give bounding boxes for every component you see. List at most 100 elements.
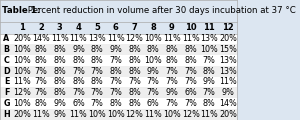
- Text: 10%: 10%: [14, 45, 31, 54]
- Text: 8%: 8%: [91, 45, 103, 54]
- Bar: [0, 77, 237, 87]
- Bar: [0, 87, 237, 98]
- Text: 13%: 13%: [219, 56, 237, 65]
- Text: 15%: 15%: [219, 45, 237, 54]
- Text: Table 1:: Table 1:: [2, 6, 40, 15]
- Text: 8: 8: [150, 23, 156, 32]
- Text: 7%: 7%: [128, 78, 141, 87]
- Text: 13%: 13%: [200, 34, 218, 43]
- Text: 7%: 7%: [35, 88, 47, 97]
- Text: 8%: 8%: [128, 56, 141, 65]
- Text: 6%: 6%: [72, 99, 85, 108]
- Bar: [0, 55, 237, 66]
- Text: 7%: 7%: [35, 78, 47, 87]
- Text: 11%: 11%: [51, 34, 69, 43]
- Text: 20%: 20%: [14, 110, 31, 119]
- Text: 7%: 7%: [184, 78, 197, 87]
- Text: 8%: 8%: [110, 67, 122, 76]
- Text: 10%: 10%: [200, 45, 218, 54]
- Text: 11%: 11%: [107, 34, 125, 43]
- Text: 11%: 11%: [70, 110, 87, 119]
- Text: 14%: 14%: [219, 99, 237, 108]
- Text: 7%: 7%: [203, 88, 216, 97]
- Text: 10%: 10%: [144, 34, 162, 43]
- Text: 8%: 8%: [203, 67, 216, 76]
- Text: 11: 11: [203, 23, 215, 32]
- Text: 11%: 11%: [200, 110, 218, 119]
- Text: 8%: 8%: [128, 67, 141, 76]
- Text: 8%: 8%: [72, 78, 85, 87]
- Text: 7: 7: [132, 23, 137, 32]
- Text: 8%: 8%: [72, 56, 85, 65]
- Text: 11%: 11%: [70, 34, 87, 43]
- Text: 11%: 11%: [219, 78, 237, 87]
- Text: 11%: 11%: [163, 34, 181, 43]
- Text: 7%: 7%: [35, 67, 47, 76]
- Text: 9%: 9%: [53, 99, 66, 108]
- Text: 1: 1: [20, 23, 25, 32]
- Text: 13%: 13%: [219, 67, 237, 76]
- Text: 6%: 6%: [147, 99, 160, 108]
- Text: 7%: 7%: [91, 88, 103, 97]
- Text: 10%: 10%: [14, 56, 31, 65]
- Text: 13%: 13%: [88, 34, 106, 43]
- Text: 12%: 12%: [126, 110, 143, 119]
- Text: 10%: 10%: [163, 110, 181, 119]
- Text: 12%: 12%: [126, 34, 143, 43]
- Text: Percent reduction in volume after 30 days incubation at 37 °C: Percent reduction in volume after 30 day…: [25, 6, 296, 15]
- Text: 8%: 8%: [166, 56, 178, 65]
- Text: B: B: [4, 45, 10, 54]
- Text: 8%: 8%: [203, 99, 216, 108]
- Text: A: A: [3, 34, 10, 43]
- Text: 10%: 10%: [14, 67, 31, 76]
- Text: 7%: 7%: [166, 78, 178, 87]
- Text: 9%: 9%: [166, 88, 178, 97]
- Text: 8%: 8%: [53, 45, 66, 54]
- Text: 8%: 8%: [91, 56, 103, 65]
- Text: 8%: 8%: [53, 88, 66, 97]
- Text: 12%: 12%: [182, 110, 200, 119]
- Text: 10%: 10%: [88, 110, 106, 119]
- Text: 20%: 20%: [14, 34, 31, 43]
- Text: D: D: [3, 67, 10, 76]
- Text: 7%: 7%: [184, 67, 197, 76]
- Text: 8%: 8%: [128, 45, 141, 54]
- Text: 8%: 8%: [166, 45, 178, 54]
- Text: 9%: 9%: [53, 110, 66, 119]
- Text: 4: 4: [76, 23, 81, 32]
- Text: 8%: 8%: [184, 45, 197, 54]
- Bar: [0, 44, 237, 55]
- Bar: [0, 66, 237, 77]
- Text: 11%: 11%: [182, 34, 200, 43]
- Text: 10: 10: [185, 23, 197, 32]
- Text: 8%: 8%: [128, 88, 141, 97]
- Text: 9%: 9%: [110, 45, 122, 54]
- Text: 8%: 8%: [35, 45, 47, 54]
- Text: 9%: 9%: [203, 78, 216, 87]
- Text: 8%: 8%: [35, 99, 47, 108]
- Text: 7%: 7%: [91, 99, 103, 108]
- Text: G: G: [3, 99, 10, 108]
- Text: 8%: 8%: [35, 56, 47, 65]
- Text: 11%: 11%: [32, 110, 50, 119]
- Text: 8%: 8%: [147, 45, 160, 54]
- Text: 9%: 9%: [72, 45, 85, 54]
- Text: 7%: 7%: [184, 99, 197, 108]
- Text: 9%: 9%: [147, 67, 160, 76]
- Bar: [0, 109, 237, 120]
- Text: 9: 9: [169, 23, 175, 32]
- Text: 8%: 8%: [53, 78, 66, 87]
- Text: 5: 5: [94, 23, 100, 32]
- Text: 7%: 7%: [110, 88, 122, 97]
- Text: 2: 2: [38, 23, 44, 32]
- Text: 10%: 10%: [144, 56, 162, 65]
- Text: E: E: [4, 78, 9, 87]
- Text: 7%: 7%: [166, 99, 178, 108]
- Text: 20%: 20%: [219, 110, 237, 119]
- Text: 10%: 10%: [14, 99, 31, 108]
- Text: 6%: 6%: [184, 88, 197, 97]
- Text: 12: 12: [222, 23, 234, 32]
- Text: 11%: 11%: [14, 78, 31, 87]
- Text: 6: 6: [113, 23, 119, 32]
- Text: 8%: 8%: [184, 56, 197, 65]
